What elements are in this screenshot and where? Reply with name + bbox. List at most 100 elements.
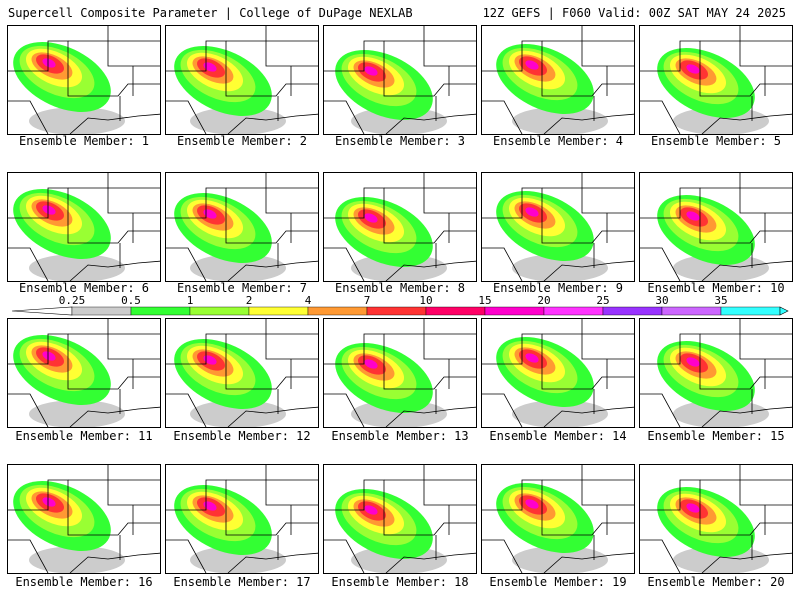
state-border (8, 333, 160, 390)
state-border (384, 319, 476, 414)
ensemble-member-map (481, 25, 635, 135)
member-label: Ensemble Member: 2 (176, 134, 308, 148)
parameter-contour (190, 254, 286, 281)
ensemble-member-map (323, 318, 477, 428)
state-border (700, 319, 792, 414)
member-label: Ensemble Member: 20 (647, 575, 785, 589)
ensemble-member-map (481, 172, 635, 282)
color-scale-legend: 0.25 0.5 1 2 4 7 10 15 20 25 30 35 (11, 294, 789, 316)
ensemble-member-map (7, 25, 161, 135)
ensemble-member-map (323, 25, 477, 135)
parameter-contour (525, 499, 539, 509)
state-border (68, 465, 160, 560)
parameter-contour (525, 60, 539, 70)
parameter-contour (190, 400, 286, 427)
ensemble-member-map (639, 25, 793, 135)
state-border (324, 100, 476, 134)
state-border (166, 393, 318, 427)
state-border (324, 187, 476, 244)
parameter-contour (512, 107, 608, 134)
state-border (700, 465, 792, 560)
parameter-contour (29, 107, 125, 134)
parameter-contour (512, 546, 608, 573)
member-label: Ensemble Member: 14 (489, 429, 627, 443)
parameter-contour (673, 400, 769, 427)
member-label: Ensemble Member: 19 (489, 575, 627, 589)
parameter-contour (190, 107, 286, 134)
state-border (384, 465, 476, 560)
parameter-contour (42, 58, 56, 68)
parameter-contour (29, 400, 125, 427)
state-border (640, 40, 792, 97)
legend-tick-label: 30 (655, 294, 668, 307)
state-border (482, 479, 634, 536)
state-border (700, 173, 792, 268)
member-label: Ensemble Member: 7 (176, 281, 308, 295)
state-border (482, 539, 634, 573)
state-border (482, 247, 634, 281)
member-label: Ensemble Member: 5 (650, 134, 782, 148)
ensemble-member-map (165, 172, 319, 282)
state-border (482, 187, 634, 244)
legend-color-swatch (130, 306, 191, 316)
parameter-contour (29, 546, 125, 573)
parameter-contour (525, 207, 539, 217)
ensemble-member-map (639, 318, 793, 428)
state-border (166, 247, 318, 281)
legend-tick-label: 15 (478, 294, 491, 307)
ensemble-member-map (7, 318, 161, 428)
parameter-contour (364, 505, 378, 515)
member-label: Ensemble Member: 16 (15, 575, 153, 589)
state-border (542, 26, 634, 121)
state-border (8, 539, 160, 573)
parameter-contour (203, 209, 217, 219)
ensemble-member-map (7, 172, 161, 282)
state-border (226, 319, 318, 414)
state-border (324, 393, 476, 427)
state-border (324, 333, 476, 390)
state-border (8, 247, 160, 281)
member-label: Ensemble Member: 8 (334, 281, 466, 295)
member-label: Ensemble Member: 4 (492, 134, 624, 148)
parameter-contour (512, 254, 608, 281)
member-label: Ensemble Member: 17 (173, 575, 311, 589)
member-label: Ensemble Member: 12 (173, 429, 311, 443)
state-border (226, 173, 318, 268)
legend-color-swatch (602, 306, 663, 316)
state-border (542, 465, 634, 560)
member-label: Ensemble Member: 6 (18, 281, 150, 295)
ensemble-member-map (323, 464, 477, 574)
ensemble-member-map (639, 172, 793, 282)
legend-color-swatch (71, 306, 132, 316)
legend-tick-label: 4 (305, 294, 312, 307)
legend-color-swatch (543, 306, 604, 316)
parameter-contour (686, 64, 700, 74)
legend-tick-label: 0.25 (59, 294, 86, 307)
state-border (8, 187, 160, 244)
member-label: Ensemble Member: 18 (331, 575, 469, 589)
member-label: Ensemble Member: 9 (492, 281, 624, 295)
legend-color-swatch (366, 306, 427, 316)
legend-color-swatch (720, 306, 781, 316)
state-border (8, 393, 160, 427)
parameter-contour (203, 355, 217, 365)
legend-tick-label: 10 (419, 294, 432, 307)
state-border (640, 100, 792, 134)
state-border (68, 173, 160, 268)
legend-tick-label: 25 (596, 294, 609, 307)
parameter-contour (190, 546, 286, 573)
parameter-contour (42, 205, 56, 215)
ensemble-member-map (481, 318, 635, 428)
ensemble-member-map (165, 318, 319, 428)
state-border (640, 247, 792, 281)
ensemble-member-map (481, 464, 635, 574)
state-border (68, 319, 160, 414)
state-border (8, 479, 160, 536)
legend-tick-label: 35 (714, 294, 727, 307)
parameter-contour (686, 503, 700, 513)
ensemble-member-map (7, 464, 161, 574)
state-border (166, 479, 318, 536)
state-border (542, 319, 634, 414)
state-border (482, 40, 634, 97)
legend-tick-label: 1 (187, 294, 194, 307)
